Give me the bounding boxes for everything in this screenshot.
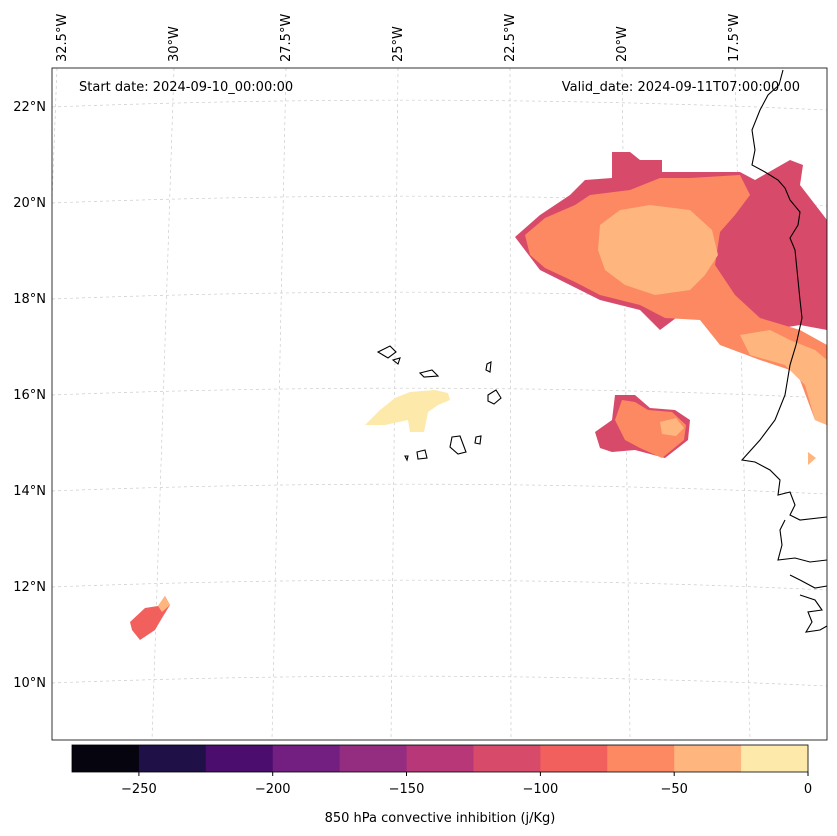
colorbar-bin — [272, 745, 341, 772]
cin-region-central-mid — [615, 400, 686, 458]
colorbar-bin — [205, 745, 274, 772]
gambia-coast — [777, 519, 828, 563]
colorbar-tick-label: −250 — [121, 782, 157, 797]
colorbar-bin — [741, 745, 809, 772]
colorbar-ticks: −250 −200 −150 −100 −50 0 — [121, 772, 812, 797]
latitude-labels: 22°N 20°N 18°N 16°N 14°N 12°N 10°N — [13, 100, 46, 691]
lon-label-27-5w: 27.5°W — [279, 14, 294, 62]
island-fogo — [416, 449, 428, 460]
parallel-10n — [51, 675, 828, 687]
lon-label-20w: 20°W — [615, 26, 630, 62]
cin-region-east-light — [740, 330, 827, 425]
meridian-17-5w — [734, 67, 751, 741]
lat-label-10n: 10°N — [13, 676, 46, 691]
colorbar — [72, 745, 809, 772]
colorbar-tick-label: −100 — [523, 782, 559, 797]
parallel-14n — [51, 483, 828, 495]
island-brava — [404, 455, 409, 462]
colorbar-tick-label: 0 — [804, 782, 812, 797]
colorbar-bin — [473, 745, 541, 772]
lon-label-25w: 25°W — [391, 26, 406, 62]
colorbar-bin — [406, 745, 474, 772]
lon-label-22-5w: 22.5°W — [503, 14, 518, 62]
parallel-16n — [51, 387, 828, 399]
meridian-27-5w — [271, 67, 287, 741]
colorbar-label: 850 hPa convective inhibition (j/Kg) — [325, 811, 556, 826]
lat-label-20n: 20°N — [13, 196, 46, 211]
colorbar-bin — [72, 745, 140, 772]
start-date-label: Start date: 2024-09-10_00:00:00 — [79, 80, 293, 95]
lon-label-32-5w: 32.5°W — [55, 14, 70, 62]
island-santiago — [449, 435, 467, 455]
lon-label-17-5w: 17.5°W — [727, 14, 742, 62]
cin-contours — [130, 152, 827, 640]
colorbar-tick-label: −200 — [255, 782, 291, 797]
colorbar-border — [71, 744, 809, 773]
island-maio — [474, 435, 482, 445]
island-sao-nicolau — [418, 369, 440, 378]
guinea-coast — [789, 574, 828, 633]
colorbar-tick-label: −150 — [389, 782, 425, 797]
map-border — [51, 67, 828, 741]
parallel-18n — [51, 291, 828, 303]
meridian-22-5w — [509, 67, 512, 741]
island-sao-vicente — [391, 357, 401, 365]
cin-region-core — [598, 205, 718, 295]
island-boa-vista — [487, 389, 502, 405]
lon-label-30w: 30°W — [167, 26, 182, 62]
meridian-32-5w — [51, 67, 58, 201]
colorbar-bin — [540, 745, 608, 772]
africa-coast — [740, 69, 828, 521]
cin-region-central-light — [660, 418, 684, 436]
lat-label-14n: 14°N — [13, 484, 46, 499]
island-sal — [485, 361, 492, 373]
coastlines — [376, 69, 828, 633]
valid-date-label: Valid_date: 2024-09-11T07:00:00.00 — [562, 80, 800, 95]
parallel-22n — [51, 99, 828, 111]
colorbar-tick-label: −50 — [660, 782, 687, 797]
lat-label-16n: 16°N — [13, 388, 46, 403]
parallel-20n — [51, 195, 828, 207]
lat-label-12n: 12°N — [13, 580, 46, 595]
lat-label-18n: 18°N — [13, 292, 46, 307]
longitude-labels: 32.5°W 30°W 27.5°W 25°W 22.5°W 20°W 17.5… — [55, 14, 742, 62]
island-santo-antao — [376, 345, 397, 359]
colorbar-bin — [138, 745, 207, 772]
cin-region-east-spot — [808, 452, 816, 465]
colorbar-bin — [339, 745, 408, 772]
lat-label-22n: 22°N — [13, 100, 46, 115]
colorbar-bin — [674, 745, 742, 772]
colorbar-bin — [607, 745, 675, 772]
parallel-12n — [51, 579, 828, 591]
cin-region-southwest-light — [158, 596, 170, 612]
cin-region-capeverde — [365, 390, 450, 432]
